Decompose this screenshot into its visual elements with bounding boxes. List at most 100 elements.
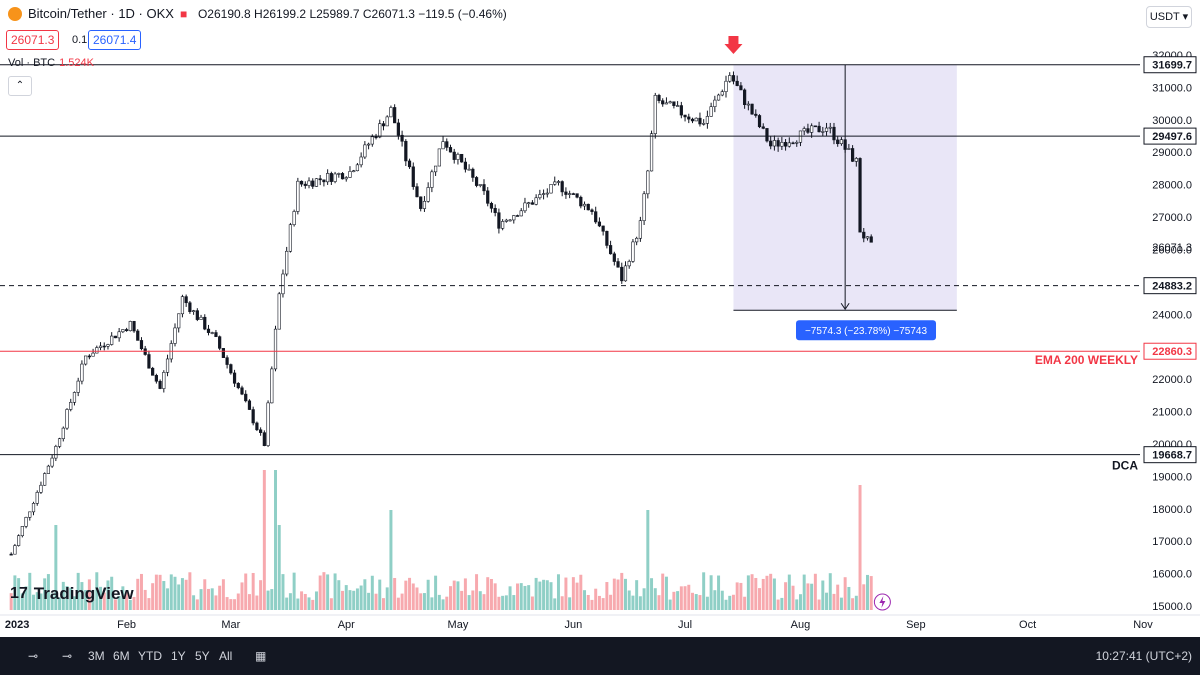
volume-bar — [664, 576, 668, 610]
volume-bar — [623, 578, 627, 610]
volume-bar — [590, 599, 594, 610]
candle-body — [437, 148, 441, 167]
compare-icon[interactable]: ⊸ — [28, 649, 39, 663]
y-tick-label: 16000.0 — [1152, 569, 1192, 581]
candle-body — [333, 173, 337, 182]
volume-bar — [516, 583, 520, 610]
volume-bar — [601, 598, 605, 610]
flag-icon[interactable]: ■ — [179, 6, 188, 21]
candle-body — [843, 139, 847, 150]
candle-body — [102, 345, 106, 348]
volume-bar — [132, 596, 136, 610]
candle-body — [638, 220, 642, 239]
candle-body — [124, 329, 129, 332]
volume-bar — [244, 573, 248, 610]
volume-bar — [147, 598, 151, 610]
volume-bar — [631, 595, 635, 610]
candle-body — [769, 140, 773, 147]
volume-bar — [28, 572, 32, 610]
volume-bar — [452, 580, 456, 610]
candle-body — [381, 123, 386, 127]
candle-body — [590, 209, 594, 212]
candle-body — [69, 402, 73, 410]
volume-bar — [50, 593, 54, 610]
compare-icon-2[interactable]: ⊸ — [62, 649, 73, 663]
candle-body — [802, 128, 806, 132]
candle-body — [199, 316, 203, 320]
candle-body — [571, 193, 575, 195]
down-arrow-marker — [724, 36, 743, 54]
candle-body — [9, 553, 13, 556]
currency-selector[interactable]: USDT ▾ — [1146, 6, 1192, 28]
volume-bar — [54, 525, 58, 610]
volume-bar — [39, 593, 43, 610]
candle-body — [281, 273, 285, 295]
measure-label: −7574.3 (−23.78%) −75743 — [805, 326, 927, 337]
volume-bar — [389, 510, 393, 610]
candle-body — [508, 219, 512, 222]
volume-bar — [691, 592, 694, 610]
volume-bar — [728, 595, 732, 610]
candle-body — [646, 170, 650, 195]
volume-bar — [847, 586, 851, 610]
candle-body — [72, 392, 77, 403]
x-tick-label: Jun — [564, 619, 582, 631]
volume-bar — [355, 588, 359, 610]
candle-body — [203, 316, 207, 330]
volume-bar — [519, 583, 523, 610]
candle-body — [676, 105, 680, 107]
candle-body — [158, 380, 162, 389]
volume-bar — [705, 596, 709, 610]
volume-bar — [828, 573, 832, 610]
range-3m[interactable]: 3M — [88, 649, 105, 663]
range-1y[interactable]: 1Y — [171, 649, 186, 663]
calendar-icon[interactable]: ▦ — [255, 649, 267, 663]
volume-bar — [858, 485, 862, 610]
volume-bar — [184, 579, 188, 610]
volume-bar — [192, 595, 196, 610]
x-tick-label: Aug — [791, 619, 811, 631]
range-ytd[interactable]: YTD — [138, 649, 162, 663]
candle-body — [20, 526, 24, 537]
line-annotation: EMA 200 WEEKLY — [1035, 353, 1138, 367]
volume-bar — [486, 577, 490, 610]
candle-body — [627, 261, 631, 267]
volume-bar — [597, 595, 601, 610]
range-6m[interactable]: 6M — [113, 649, 130, 663]
price-chart[interactable]: 15000.016000.017000.018000.019000.020000… — [0, 0, 1200, 637]
candle-body — [162, 372, 166, 389]
buy-price-button[interactable]: 26071.4 — [88, 30, 142, 50]
candle-body — [765, 128, 769, 142]
y-tick-label: 27000.0 — [1152, 212, 1192, 224]
volume-bar — [776, 599, 780, 610]
volume-legend: Vol · BTC 1.524K — [8, 57, 94, 69]
candle-body — [862, 231, 866, 239]
volume-bar — [318, 575, 322, 610]
collapse-legend-button[interactable]: ⌃ — [8, 76, 32, 96]
sell-price-button[interactable]: 26071.3 — [6, 30, 60, 50]
candle-body — [214, 332, 218, 337]
candle-body — [113, 335, 118, 339]
candle-body — [530, 202, 535, 205]
volume-bar — [482, 594, 486, 610]
volume-bar — [378, 579, 382, 610]
volume-bar — [504, 595, 508, 610]
volume-bar — [594, 588, 598, 610]
volume-bar — [61, 581, 65, 610]
volume-bar — [765, 575, 769, 610]
volume-bar — [836, 584, 840, 610]
candle-series — [9, 71, 873, 556]
candle-body — [136, 330, 140, 341]
candle-body — [106, 344, 110, 347]
volume-bar — [769, 573, 773, 610]
range-all[interactable]: All — [219, 649, 233, 663]
candle-body — [363, 144, 367, 158]
volume-bar — [207, 588, 210, 610]
volume-bar — [843, 577, 847, 610]
candle-body — [716, 94, 721, 101]
candle-body — [661, 100, 665, 105]
range-5y[interactable]: 5Y — [195, 649, 210, 663]
volume-bar — [564, 577, 568, 610]
tradingview-mark-icon: 17 — [10, 585, 28, 602]
symbol-title[interactable]: Bitcoin/Tether · 1D · OKX — [28, 6, 174, 21]
